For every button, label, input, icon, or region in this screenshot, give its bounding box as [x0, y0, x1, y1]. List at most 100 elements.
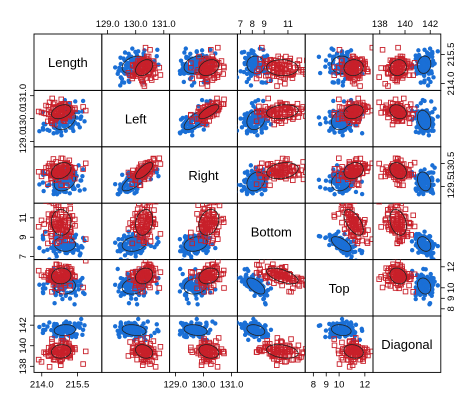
data-point-square [80, 166, 86, 172]
data-point-circle [249, 109, 254, 114]
data-point-square [302, 282, 306, 288]
concentration-ellipse [50, 162, 72, 180]
data-point-circle [418, 101, 423, 106]
data-point-circle [409, 248, 415, 253]
data-point-circle [247, 181, 252, 186]
data-point-circle [327, 128, 332, 133]
data-point-circle [123, 66, 129, 72]
data-point-circle [136, 49, 141, 54]
data-point-square [218, 58, 225, 64]
data-point-square [210, 261, 216, 268]
data-point-circle [60, 296, 65, 302]
data-point-square [259, 44, 265, 51]
data-point-square [52, 169, 58, 176]
data-point-square [63, 182, 70, 189]
data-point-circle [77, 253, 82, 258]
data-point-square [379, 166, 386, 172]
data-point-circle [201, 127, 206, 132]
data-point-circle [73, 293, 79, 298]
data-point-square [338, 205, 345, 212]
data-point-circle [75, 247, 81, 253]
data-point-circle [417, 247, 423, 252]
concentration-ellipse [198, 104, 220, 120]
data-point-square [339, 203, 345, 206]
concentration-ellipse [389, 59, 407, 76]
data-point-circle [251, 49, 256, 54]
data-point-square [189, 270, 196, 276]
concentration-ellipse [198, 59, 220, 76]
data-point-circle [177, 236, 183, 242]
data-point-square [282, 80, 288, 87]
data-point-square [350, 66, 357, 72]
data-point-square [382, 105, 389, 112]
data-point-circle [336, 78, 341, 83]
data-point-square [360, 220, 366, 226]
data-point-square [375, 231, 380, 236]
concentration-ellipse [135, 209, 154, 236]
data-point-circle [409, 239, 415, 244]
data-point-circle [130, 46, 135, 51]
data-point-circle [341, 250, 346, 256]
data-point-square [210, 105, 217, 112]
data-point-square [157, 72, 164, 78]
data-point-square [203, 121, 210, 128]
data-point-square [257, 164, 263, 171]
data-point-square [271, 280, 277, 287]
data-point-square [157, 197, 162, 202]
data-point-square [52, 121, 58, 128]
data-point-square [257, 266, 263, 272]
data-point-circle [344, 253, 350, 258]
data-point-circle [259, 80, 264, 85]
data-point-circle [418, 80, 424, 85]
data-point-square [379, 47, 386, 53]
data-point-square [58, 155, 64, 162]
data-point-square [268, 170, 274, 177]
data-point-circle [122, 253, 128, 258]
data-point-square [388, 204, 395, 210]
data-point-square [351, 80, 358, 87]
data-point-circle [120, 80, 125, 85]
data-point-square [355, 109, 361, 116]
data-point-square [396, 211, 403, 218]
data-point-circle [256, 175, 261, 180]
data-point-square [355, 238, 361, 245]
data-point-square [364, 238, 370, 245]
data-point-circle [330, 80, 335, 85]
data-point-square [256, 103, 262, 110]
data-point-square [269, 60, 275, 66]
data-point-circle [413, 64, 418, 69]
data-point-square [49, 289, 55, 295]
data-point-circle [82, 291, 87, 297]
data-point-square [339, 61, 345, 68]
data-point-square [390, 118, 397, 124]
data-point-square [211, 111, 218, 117]
data-point-square [35, 267, 42, 274]
data-point-circle [238, 116, 243, 121]
data-point-circle [341, 242, 347, 247]
data-point-circle [37, 129, 42, 134]
data-point-square [81, 191, 86, 196]
data-point-square [411, 106, 418, 112]
data-point-circle [37, 245, 42, 251]
data-point-square [256, 109, 262, 116]
data-point-square [216, 69, 223, 75]
concentration-ellipse [417, 171, 432, 192]
data-point-square [274, 83, 280, 89]
data-point-circle [413, 296, 418, 302]
data-point-square [290, 177, 296, 184]
data-point-circle [430, 58, 436, 63]
data-point-circle [115, 266, 120, 272]
data-point-circle [213, 51, 218, 56]
data-point-square [331, 64, 338, 70]
data-point-circle [252, 285, 258, 290]
data-point-circle [122, 279, 128, 284]
concentration-ellipse [246, 171, 266, 192]
data-point-circle [327, 232, 332, 237]
data-point-circle [331, 98, 336, 104]
data-point-circle [264, 293, 270, 298]
data-point-square [336, 155, 342, 162]
data-point-square [205, 262, 211, 268]
data-point-circle [429, 175, 434, 180]
data-point-square [215, 259, 221, 264]
data-point-square [146, 261, 153, 268]
